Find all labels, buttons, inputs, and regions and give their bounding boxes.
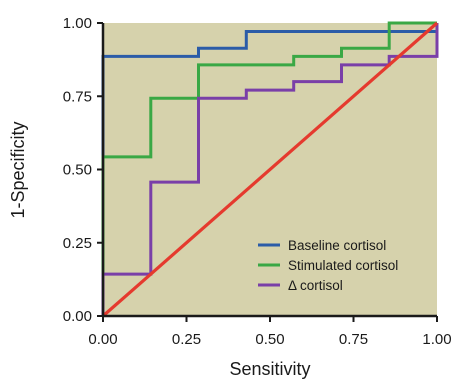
series-line-2 <box>101 21 437 316</box>
series-line-3 <box>101 23 439 316</box>
y-tick-label: 0.50 <box>63 162 92 179</box>
x-tick-label: 1.00 <box>422 331 451 348</box>
y-tick-label: 0.75 <box>63 88 92 105</box>
x-tick-label: 0.50 <box>255 331 284 348</box>
x-tick-label: 0.00 <box>88 331 117 348</box>
legend-label-1: Baseline cortisol <box>288 238 386 253</box>
legend: Baseline cortisol Stimulated cortisol Δ co… <box>258 238 398 293</box>
legend-label-3: Δ cortisol <box>288 278 343 293</box>
x-tick-label: 0.75 <box>339 331 368 348</box>
y-tick-label: 0.00 <box>63 308 92 325</box>
y-axis-title: 1-Specificity <box>8 121 28 218</box>
axes-layer <box>97 22 438 322</box>
x-axis-title: Sensitivity <box>229 359 310 379</box>
tick-labels: 0.00 0.25 0.50 0.75 1.00 0.00 0.25 0.50 0.75 1.00 <box>63 15 452 348</box>
reference-diagonal-line <box>101 21 439 318</box>
legend-label-2: Stimulated cortisol <box>288 258 398 273</box>
y-tick-label: 1.00 <box>63 15 92 32</box>
y-tick-label: 0.25 <box>63 235 92 252</box>
x-tick-label: 0.25 <box>172 331 201 348</box>
